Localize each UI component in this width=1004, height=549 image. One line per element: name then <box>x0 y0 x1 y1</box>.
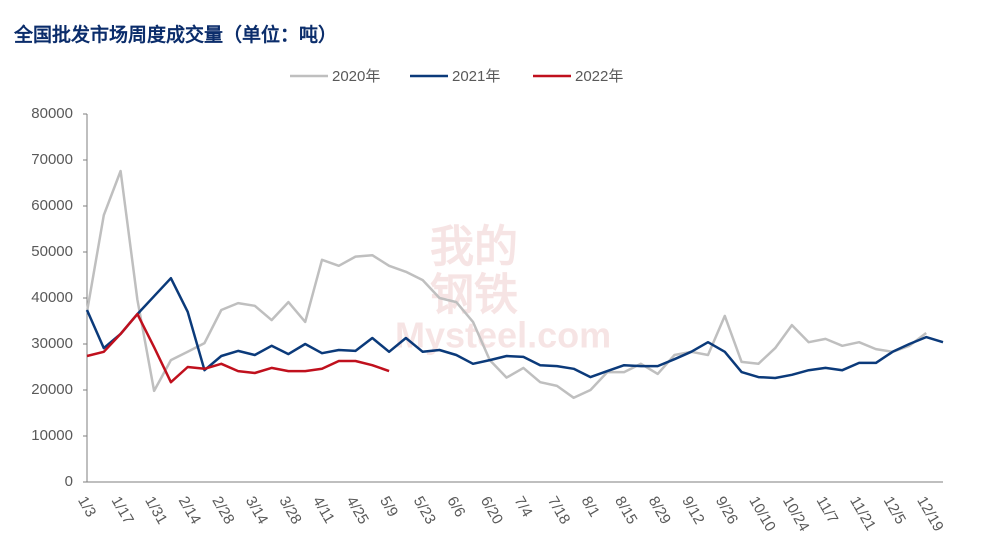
x-tick-label: 4/25 <box>343 493 372 527</box>
x-tick-label: 1/17 <box>108 493 137 527</box>
series-line <box>85 276 944 380</box>
x-tick-label: 7/4 <box>510 493 535 520</box>
x-tick-label: 9/26 <box>712 493 741 527</box>
x-tick-label: 8/1 <box>578 493 603 520</box>
x-tick-label: 1/31 <box>141 493 170 527</box>
legend-label: 2021年 <box>452 68 500 85</box>
x-tick-label: 3/28 <box>276 493 305 527</box>
x-tick-label: 6/20 <box>477 493 506 527</box>
x-tick-label: 12/19 <box>913 493 946 534</box>
x-tick-label: 6/6 <box>443 493 468 520</box>
x-tick-label: 2/14 <box>175 493 204 527</box>
x-tick-label: 12/5 <box>880 493 909 527</box>
x-tick-label: 1/3 <box>74 493 99 520</box>
x-tick-label: 7/18 <box>544 493 573 527</box>
legend-label: 2020年 <box>332 68 380 85</box>
chart-title: 全国批发市场周度成交量（单位：吨） <box>13 23 337 46</box>
watermark: 钢铁 <box>430 271 518 320</box>
x-tick-label: 10/24 <box>779 493 812 534</box>
y-tick-label: 50000 <box>31 243 73 260</box>
x-tick-label: 5/9 <box>376 493 401 520</box>
x-tick-label: 10/10 <box>745 493 778 534</box>
x-tick-label: 8/15 <box>611 493 640 527</box>
y-tick-label: 0 <box>65 473 73 490</box>
x-tick-label: 8/29 <box>645 493 674 527</box>
x-tick-label: 4/11 <box>309 493 338 526</box>
x-tick-label: 3/14 <box>242 493 271 527</box>
watermark: Mysteel.com <box>395 315 611 356</box>
y-tick-label: 30000 <box>31 335 73 352</box>
legend-label: 2022年 <box>575 68 623 85</box>
x-tick-label: 9/12 <box>678 493 707 527</box>
series-line <box>86 312 390 384</box>
x-tick-label: 11/21 <box>846 493 879 533</box>
x-tick-label: 5/23 <box>410 493 439 527</box>
y-tick-label: 60000 <box>31 197 73 214</box>
y-tick-label: 80000 <box>31 105 73 122</box>
y-tick-label: 20000 <box>31 381 73 398</box>
x-tick-label: 11/7 <box>813 493 842 526</box>
series-line <box>85 169 927 400</box>
y-tick-label: 70000 <box>31 151 73 168</box>
y-tick-label: 10000 <box>31 427 73 444</box>
watermark: 我的 <box>430 223 518 272</box>
y-tick-label: 40000 <box>31 289 73 306</box>
x-tick-label: 2/28 <box>208 493 237 527</box>
